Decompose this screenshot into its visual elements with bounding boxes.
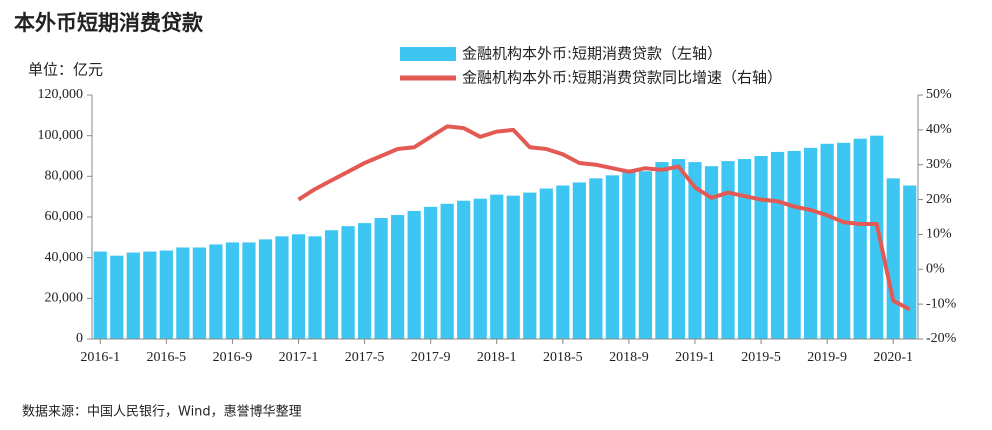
bar (605, 175, 619, 339)
bar (506, 195, 520, 339)
bar (258, 239, 273, 339)
bar (93, 251, 107, 339)
y2-tick-label: 50% (926, 87, 952, 102)
x-tick-label: 2018-5 (543, 350, 583, 365)
bar (589, 178, 603, 339)
x-tick-label: 2017-9 (411, 350, 451, 365)
y-tick-label: 120,000 (38, 87, 84, 102)
x-tick-label: 2019-5 (741, 350, 781, 365)
bar (655, 162, 669, 339)
x-tick-label: 2016-9 (213, 350, 253, 365)
bar (440, 203, 454, 339)
y2-tick-label: 0% (926, 262, 945, 277)
x-tick-label: 2017-5 (345, 350, 385, 365)
y-tick-label: 80,000 (45, 169, 84, 184)
chart-title: 本外币短期消费贷款 (14, 11, 204, 35)
line (297, 124, 911, 312)
bar (341, 226, 355, 339)
y-tick-label: 60,000 (45, 209, 84, 224)
bar (143, 251, 157, 339)
bar (903, 185, 917, 339)
bar (209, 244, 223, 339)
bar (704, 166, 719, 339)
bar (126, 252, 140, 339)
x-tick-label: 2019-9 (807, 350, 847, 365)
bar (638, 171, 653, 339)
bar (457, 200, 471, 339)
y2-tick-label: -20% (926, 331, 957, 346)
bar (324, 230, 339, 339)
bar (754, 156, 768, 339)
x-tick-label: 2018-1 (477, 350, 517, 365)
legend-swatch (400, 47, 456, 61)
bar (291, 234, 306, 339)
y-tick-label: 40,000 (45, 250, 84, 265)
bar (308, 236, 322, 339)
bar (870, 135, 884, 339)
bar (424, 206, 438, 339)
bar (523, 192, 537, 339)
x-tick-label: 2017-1 (279, 350, 319, 365)
bar (374, 218, 388, 339)
x-tick-label: 2020-1 (873, 350, 913, 365)
bar (275, 236, 289, 339)
bar (407, 210, 421, 339)
bar (391, 214, 405, 339)
bar (110, 255, 124, 339)
x-tick-label: 2016-5 (147, 350, 187, 365)
bar (837, 142, 851, 339)
bar (539, 188, 553, 339)
x-tick-label: 2016-1 (80, 350, 120, 365)
legend-label: 金融机构本外币:短期消费贷款（左轴） (462, 45, 722, 63)
bar (737, 159, 752, 339)
y2-tick-label: 30% (926, 157, 952, 172)
legend-label: 金融机构本外币:短期消费贷款同比增速（右轴） (462, 69, 782, 87)
bar (853, 138, 867, 339)
bar (622, 172, 636, 339)
y2-tick-label: 20% (926, 192, 952, 207)
bar (357, 223, 372, 339)
y2-tick-label: 10% (926, 227, 952, 242)
y-tick-label: 100,000 (38, 128, 84, 143)
bar (820, 143, 834, 339)
x-tick-label: 2019-1 (675, 350, 715, 365)
source: 数据来源：中国人民银行，Wind，惠誉博华整理 (22, 405, 302, 420)
unit-label: 单位：亿元 (28, 61, 103, 79)
y2-tick-label: 40% (926, 122, 952, 137)
y-tick-label: 0 (76, 331, 83, 346)
y-tick-label: 20,000 (45, 291, 84, 306)
bar (770, 151, 785, 339)
bar (671, 159, 686, 339)
bar (688, 162, 702, 339)
bar (159, 250, 173, 339)
bar (556, 185, 570, 339)
bar (886, 178, 900, 339)
x-tick-label: 2018-9 (609, 350, 649, 365)
bar (473, 198, 487, 339)
bar (572, 182, 586, 339)
bar (787, 150, 801, 339)
bar (176, 247, 190, 339)
bar (490, 194, 504, 339)
bar (192, 247, 206, 339)
bar (804, 147, 818, 339)
bar (225, 242, 240, 339)
bar (242, 242, 256, 339)
y2-tick-label: -10% (926, 296, 957, 311)
bar (721, 161, 735, 339)
